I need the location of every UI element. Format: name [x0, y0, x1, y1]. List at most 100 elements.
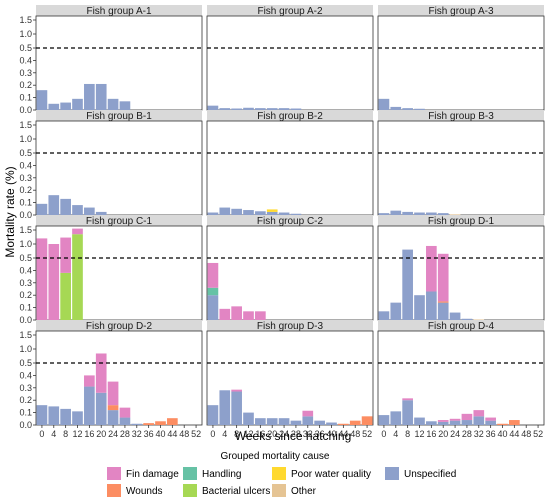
- bar-fish-group-d-2-w32-unspecified: [131, 423, 143, 425]
- x-tick-label: 12: [414, 429, 424, 439]
- bar-fish-group-a-2-w16-unspecified: [255, 108, 266, 110]
- legend-title: Grouped mortality cause: [221, 451, 330, 462]
- y-tick-label: 0.3: [19, 173, 32, 183]
- y-tick-label: 0.4: [19, 55, 32, 65]
- bar-fish-group-a-3-w8-unspecified: [402, 108, 413, 110]
- bar-fish-group-d-4-w24-unspecified: [449, 420, 461, 425]
- x-tick-label: 44: [509, 429, 519, 439]
- panel-strip: [207, 5, 373, 16]
- bar-fish-group-d-1-w20-fin-damage: [437, 253, 449, 302]
- bar-fish-group-a-1-w24-unspecified: [107, 98, 119, 110]
- panel-title: Fish group D-2: [86, 321, 153, 332]
- bar-fish-group-b-3-w8-unspecified: [402, 211, 413, 215]
- legend-item-bacterial-ulcers: Bacterial ulcers: [183, 484, 270, 497]
- bar-fish-group-a-1-w0-unspecified: [36, 90, 48, 110]
- y-tick-label: 0.3: [19, 383, 32, 393]
- bar-fish-group-d-1-w20-wounds: [437, 301, 449, 303]
- bar-fish-group-d-2-w20-unspecified: [95, 392, 107, 425]
- x-tick-label: 8: [63, 429, 68, 439]
- panel-frame: [377, 15, 545, 111]
- legend-swatch: [107, 484, 121, 497]
- x-tick-label: 52: [533, 429, 543, 439]
- legend-swatch: [272, 484, 286, 497]
- legend-label: Fin damage: [126, 469, 179, 480]
- x-tick-label: 8: [234, 429, 239, 439]
- x-axis-title: Weeks since hatching: [235, 429, 352, 443]
- bar-fish-group-d-4-w28-fin-damage: [461, 413, 473, 421]
- y-tick-label: 1.5: [19, 330, 32, 340]
- x-tick-label: 48: [521, 429, 531, 439]
- y-tick-label: 0.5: [19, 43, 32, 53]
- bar-fish-group-d-3-w28-unspecified: [290, 420, 302, 425]
- panel-title: Fish group B-3: [428, 111, 494, 122]
- x-tick-label: 44: [338, 429, 348, 439]
- bar-fish-group-a-3-w4-unspecified: [390, 106, 402, 110]
- bar-fish-group-b-1-w12-unspecified: [72, 205, 83, 215]
- y-tick-label: 0.3: [19, 278, 32, 288]
- bar-fish-group-a-1-w20-unspecified: [95, 83, 107, 110]
- panel-fish-group-d-3: Fish group D-30 4 8 12 16 20 24 28 32 36 40 44 48 52: [206, 320, 374, 439]
- y-tick-label: 0.1: [19, 303, 32, 313]
- legend-label: Handling: [202, 469, 241, 480]
- bar-fish-group-d-3-w20-unspecified: [266, 418, 278, 425]
- x-tick-label: 40: [155, 429, 165, 439]
- bar-fish-group-c-2-w16-fin-damage: [255, 311, 266, 320]
- panel-fish-group-b-1: Fish group B-1 0.0 0.1 0.2 0.3 0.4 0.5 1.0 1.5: [19, 110, 203, 220]
- x-tick-label: 24: [279, 429, 289, 439]
- bar-fish-group-a-2-w12-unspecified: [243, 107, 254, 110]
- x-tick-label: 4: [51, 429, 56, 439]
- bar-fish-group-d-4-w8-unspecified: [402, 400, 413, 425]
- x-tick-label: 12: [72, 429, 82, 439]
- bar-fish-group-a-3-w12-unspecified: [414, 108, 425, 110]
- bar-fish-group-d-4-w24-fin-damage: [449, 418, 461, 421]
- bar-fish-group-b-2-w20-poor-water-quality: [266, 209, 278, 212]
- legend-swatch: [107, 467, 121, 480]
- y-tick-label: 1.0: [19, 29, 32, 39]
- panel-strip: [378, 215, 544, 226]
- x-tick-label: 48: [350, 429, 360, 439]
- panel-title: Fish group A-1: [86, 6, 151, 17]
- bar-fish-group-d-3-w36-unspecified: [314, 420, 325, 425]
- y-tick-label: 0.5: [19, 148, 32, 158]
- bar-fish-group-d-2-w44-wounds: [167, 418, 178, 425]
- y-tick-label: 1.5: [19, 15, 32, 25]
- y-tick-label: 1.0: [19, 239, 32, 249]
- x-tick-label: 16: [255, 429, 265, 439]
- x-tick-label: 36: [486, 429, 496, 439]
- bar-fish-group-d-2-w4-unspecified: [48, 406, 60, 425]
- bar-fish-group-b-2-w24-unspecified: [278, 212, 290, 215]
- panel-fish-group-a-3: Fish group A-3: [377, 5, 545, 111]
- panel-title: Fish group C-1: [86, 216, 153, 227]
- x-tick-label: 4: [393, 429, 398, 439]
- bar-fish-group-d-2-w36-wounds: [143, 423, 154, 425]
- legend-label: Unspecified: [404, 469, 456, 480]
- y-tick-label: 0.0: [19, 105, 32, 115]
- bar-fish-group-a-3-w0-unspecified: [378, 98, 390, 110]
- y-tick-label: 0.4: [19, 160, 32, 170]
- panel-frame: [206, 225, 374, 321]
- x-tick-label: 20: [96, 429, 106, 439]
- legend-item-handling: Handling: [183, 467, 241, 480]
- x-tick-label: 4: [222, 429, 227, 439]
- panel-title: Fish group C-2: [257, 216, 324, 227]
- bar-fish-group-d-2-w20-fin-damage: [95, 353, 107, 393]
- bar-fish-group-b-3-w16-unspecified: [426, 212, 437, 215]
- bar-fish-group-d-2-w24-fin-damage: [107, 381, 119, 406]
- bar-fish-group-d-2-w12-unspecified: [72, 411, 83, 425]
- legend-swatch: [385, 467, 399, 480]
- bar-fish-group-d-4-w12-unspecified: [414, 417, 425, 425]
- y-tick-label: 0.4: [19, 370, 32, 380]
- bar-fish-group-b-1-w8-unspecified: [60, 198, 71, 215]
- bar-fish-group-b-1-w20-unspecified: [95, 211, 107, 215]
- panel-fish-group-c-2: Fish group C-2: [206, 215, 374, 321]
- panel-fish-group-d-2: Fish group D-20.00.10.20.30.40.51.01.50 4…: [19, 320, 203, 439]
- panel-fish-group-c-1: Fish group C-1 0.0 0.1 0.2 0.3 0.4 0.5 1.0 1.5: [19, 215, 203, 325]
- bar-fish-group-c-1-w4-fin-damage: [48, 244, 60, 320]
- bar-fish-group-d-4-w36-fin-damage: [485, 417, 496, 421]
- x-tick-label: 0: [39, 429, 44, 439]
- panel-fish-group-d-1: Fish group D-1: [377, 215, 545, 321]
- x-tick-label: 0: [381, 429, 386, 439]
- x-tick-label: 28: [120, 429, 130, 439]
- panel-title: Fish group A-2: [257, 6, 322, 17]
